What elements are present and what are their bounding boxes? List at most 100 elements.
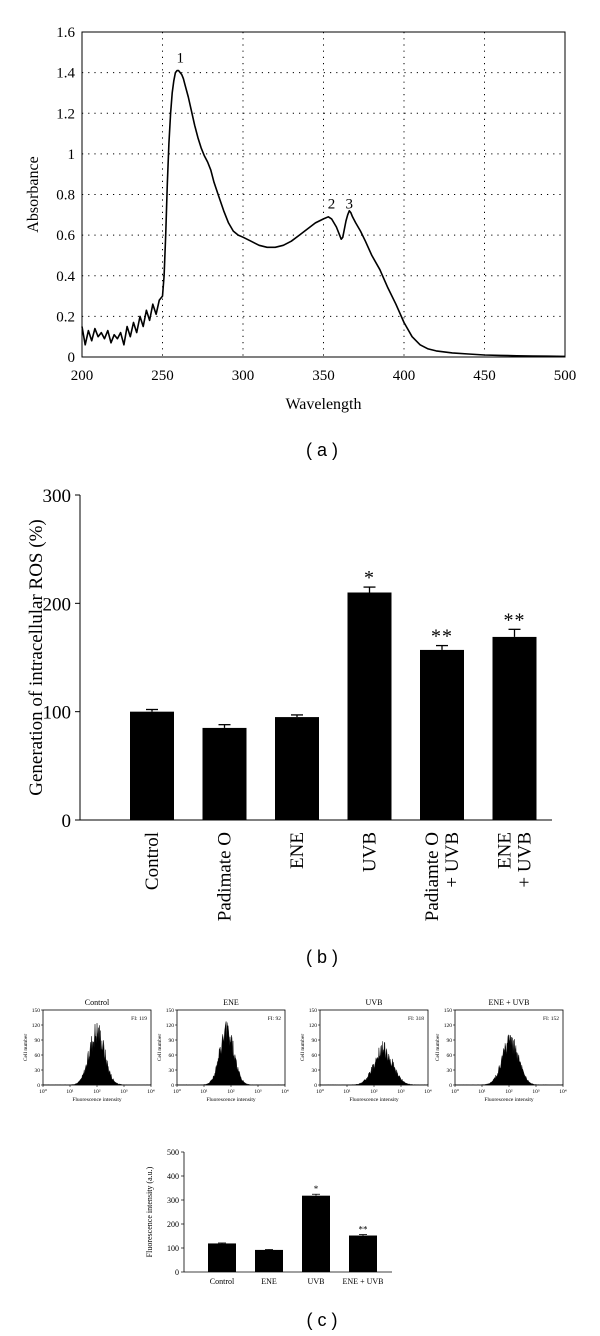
y-axis-label: Cell number	[23, 1034, 29, 1062]
y-tick-label: 300	[43, 486, 72, 507]
bar	[130, 711, 174, 820]
significance-marker: **	[504, 609, 526, 631]
x-axis-label: Fluorescence intensity	[349, 1097, 399, 1103]
y-tick-label: 90	[35, 1038, 41, 1044]
y-tick-label: 150	[309, 1008, 318, 1014]
bar	[349, 1235, 377, 1272]
y-tick-label: 400	[167, 1172, 179, 1181]
y-tick-label: 0	[314, 1083, 317, 1089]
x-tick-label: ENE + UVB	[343, 1277, 384, 1286]
fi-label: FI: 318	[408, 1016, 424, 1022]
x-tick-label: ENE	[261, 1277, 277, 1286]
y-tick-label: 300	[167, 1196, 179, 1205]
x-tick-label: Control	[142, 832, 163, 890]
y-tick-label: 200	[43, 594, 72, 615]
x-tick-label: 10⁰	[316, 1088, 325, 1095]
significance-marker: *	[364, 567, 375, 589]
panel-label-b: ( b )	[306, 947, 338, 967]
x-tick-label: UVB	[360, 832, 381, 872]
y-tick-label: 1.6	[56, 25, 75, 41]
fi-label: FI: 152	[543, 1016, 559, 1022]
peak-annotation: 1	[176, 50, 184, 66]
histogram-distribution	[176, 1021, 286, 1086]
bar	[492, 636, 537, 820]
x-tick-label: 10²	[370, 1089, 378, 1095]
y-axis-label: Generation of intracellular ROS (%)	[26, 519, 47, 795]
x-tick-label: 500	[554, 368, 577, 384]
significance-marker: **	[359, 1225, 369, 1235]
y-tick-label: 200	[167, 1220, 179, 1229]
y-axis-label: Absorbance	[25, 156, 42, 232]
x-tick-label: UVB	[308, 1277, 325, 1286]
x-axis-label: Fluorescence intensity	[72, 1097, 122, 1103]
y-tick-label: 60	[169, 1053, 175, 1059]
panel-label-c: ( c )	[307, 1310, 338, 1330]
y-tick-label: 0.4	[56, 269, 75, 285]
y-tick-label: 0.6	[56, 228, 75, 244]
y-tick-label: 1.2	[56, 106, 75, 122]
y-tick-label: 0	[175, 1268, 179, 1277]
x-axis-label: Fluorescence intensity	[206, 1097, 256, 1103]
x-tick-label: Padimate O	[215, 832, 236, 921]
y-tick-label: 0	[68, 350, 76, 366]
y-tick-label: 60	[312, 1053, 318, 1059]
bar	[302, 1195, 330, 1272]
x-tick-label: 10⁴	[559, 1089, 567, 1095]
y-tick-label: 0	[62, 811, 72, 832]
x-tick-label: 10²	[93, 1089, 101, 1095]
significance-marker: *	[314, 1184, 319, 1194]
histogram-distribution	[454, 1034, 564, 1086]
y-tick-label: 100	[167, 1244, 179, 1253]
y-tick-label: 30	[35, 1068, 41, 1074]
x-tick-label: ENE	[495, 832, 516, 869]
chart-c-fluorescence-bars: 0 100 200 300 400 500 Control ENE * UVB ** ENE + UV…	[145, 1148, 392, 1286]
y-axis-label: Cell number	[157, 1034, 163, 1062]
x-tick-label: 450	[473, 368, 496, 384]
x-tick-label: + UVB	[442, 832, 463, 888]
y-tick-label: 0	[171, 1083, 174, 1089]
x-tick-label: 10⁴	[281, 1089, 289, 1095]
x-tick-label: 400	[393, 368, 416, 384]
fi-label: FI: 92	[268, 1016, 282, 1022]
x-tick-label: 10³	[254, 1089, 262, 1095]
y-tick-label: 90	[169, 1038, 175, 1044]
histogram-distribution	[42, 1023, 152, 1086]
y-tick-label: 1.4	[56, 66, 75, 82]
peak-annotation: 2	[328, 197, 336, 213]
x-tick-label: Control	[210, 1277, 235, 1286]
y-tick-label: 120	[166, 1023, 175, 1029]
x-tick-label: 10²	[505, 1089, 513, 1095]
x-tick-label: 10³	[532, 1089, 540, 1095]
x-axis-label: Fluorescence intensity	[484, 1097, 534, 1103]
y-tick-label: 120	[32, 1023, 41, 1029]
y-tick-label: 120	[444, 1023, 453, 1029]
y-axis-label: Cell number	[300, 1034, 306, 1062]
y-tick-label: 1	[68, 147, 76, 163]
x-tick-label: 350	[312, 368, 335, 384]
x-axis-label: Wavelength	[285, 396, 361, 413]
y-tick-label: 150	[166, 1008, 175, 1014]
spectrum-line	[81, 69, 566, 358]
y-tick-label: 150	[444, 1008, 453, 1014]
histogram-title: ENE	[223, 998, 239, 1007]
histogram-title: UVB	[366, 998, 383, 1007]
y-tick-label: 500	[167, 1148, 179, 1157]
x-tick-label: ENE	[287, 832, 308, 869]
y-axis-label: Cell number	[435, 1034, 441, 1062]
y-tick-label: 30	[312, 1068, 318, 1074]
x-tick-label: + UVB	[515, 832, 536, 888]
x-tick-label: 10¹	[343, 1089, 351, 1095]
y-tick-label: 0	[449, 1083, 452, 1089]
y-tick-label: 100	[43, 703, 72, 724]
x-tick-label: 10¹	[478, 1089, 486, 1095]
x-tick-label: 10¹	[200, 1089, 208, 1095]
y-tick-label: 150	[32, 1008, 41, 1014]
x-tick-label: 10⁰	[451, 1088, 460, 1095]
y-tick-label: 0.2	[56, 309, 75, 325]
chart-c-histograms: Control FI: 119 0 30 60 90 120 150 10⁰ 10¹ 10² 10³ 1…	[23, 998, 567, 1103]
x-tick-label: 10¹	[66, 1089, 74, 1095]
fi-label: FI: 119	[131, 1016, 147, 1022]
bar	[347, 592, 392, 820]
y-tick-label: 30	[447, 1068, 453, 1074]
